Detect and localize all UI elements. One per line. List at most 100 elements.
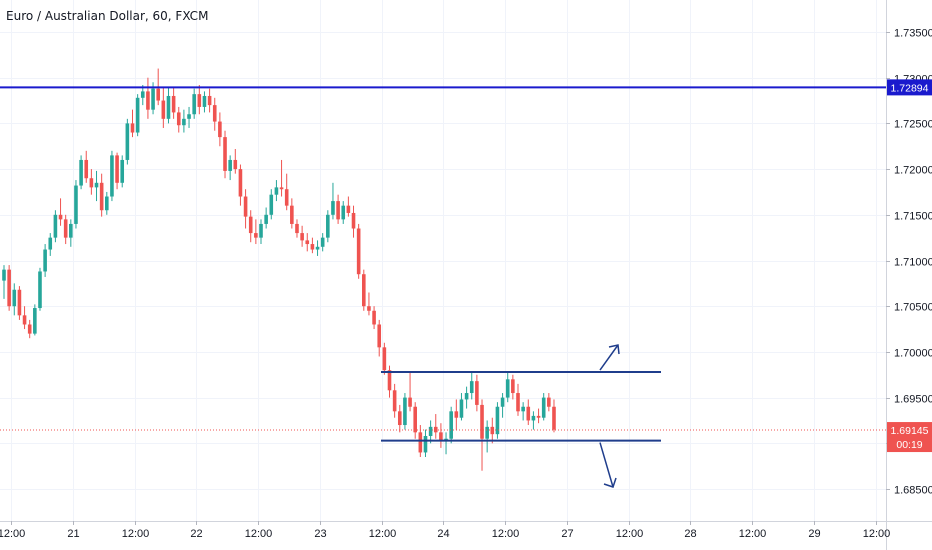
candle-body	[387, 370, 392, 391]
candle-body	[218, 121, 222, 138]
time-axis[interactable]: 12:00 21 12:00 22 12:00 23 12:00 24 12:00 27 12:00…	[0, 521, 890, 540]
candle-body	[89, 178, 94, 188]
candle-body	[336, 201, 340, 220]
candle-body	[526, 406, 531, 421]
candle-body	[238, 169, 243, 197]
candle-body	[469, 381, 474, 394]
candle-body	[135, 97, 140, 133]
candle-body	[290, 205, 294, 224]
candle-body	[382, 347, 387, 371]
y-tick-label: 1.72500	[894, 119, 932, 131]
candle-body	[146, 91, 150, 110]
candle-body	[351, 212, 356, 229]
x-tick-label: 12:00	[863, 528, 891, 540]
candle-body	[459, 399, 464, 418]
candle-body	[516, 393, 520, 412]
x-tick-label: 12:00	[122, 528, 150, 540]
candle-body	[48, 237, 53, 250]
candle-body	[94, 182, 99, 188]
y-tick-label: 1.70000	[894, 348, 932, 360]
candle-body	[367, 306, 371, 311]
y-tick-label: 1.71000	[894, 257, 932, 269]
candle-body	[187, 114, 191, 119]
x-tick-label: 12:00	[369, 528, 397, 540]
candle-body	[295, 223, 299, 234]
x-tick-label: 12:00	[245, 528, 273, 540]
candle-body	[228, 159, 232, 171]
breakout-down-arrowhead	[603, 477, 617, 488]
candle-body	[552, 406, 556, 430]
candle-body	[521, 406, 525, 412]
breakout-up-arrow	[599, 344, 619, 371]
candle-body	[423, 435, 428, 453]
candle-body	[346, 205, 351, 213]
candle-body	[331, 201, 335, 215]
candle-body	[171, 95, 176, 113]
candle-body	[7, 269, 11, 307]
candle-body	[27, 324, 32, 334]
candle-body	[511, 379, 515, 394]
candle-body	[207, 95, 212, 106]
candle-body	[536, 415, 541, 418]
y-tick-label: 1.68500	[894, 485, 932, 497]
candle-body	[310, 244, 315, 250]
candle-body	[12, 289, 17, 307]
candle-body	[505, 379, 510, 398]
candle-body	[485, 426, 489, 439]
candle-body	[166, 95, 171, 119]
candle-body	[464, 393, 469, 400]
candle-body	[156, 88, 160, 101]
candle-body	[377, 324, 382, 348]
candle-body	[449, 411, 453, 439]
candle-body	[264, 214, 268, 224]
last-price-label: 1.69145	[891, 425, 929, 437]
candle-body	[69, 223, 73, 238]
candle-body	[254, 233, 258, 238]
candle-body	[408, 397, 412, 407]
candle-body	[454, 411, 459, 418]
candle-body	[161, 100, 166, 119]
last-price-tag	[887, 422, 932, 453]
candle-body	[212, 105, 217, 122]
candle-body	[248, 216, 253, 234]
candle-body	[84, 159, 89, 179]
candle-body	[531, 415, 536, 421]
candle-body	[223, 137, 227, 171]
candle-body	[418, 432, 423, 453]
countdown-label: 00:19	[896, 439, 922, 451]
candle-body	[397, 411, 402, 426]
breakout-down-arrow	[599, 442, 614, 488]
y-tick-label: 1.72000	[894, 165, 932, 177]
candle-body	[63, 219, 68, 238]
candle-body	[403, 397, 407, 426]
candle-body	[475, 381, 479, 405]
x-tick-label: 28	[684, 528, 696, 540]
candle-body	[439, 432, 443, 442]
resistance-price-tag	[887, 79, 932, 96]
candle-body	[315, 246, 320, 250]
x-tick-label: 12:00	[739, 528, 767, 540]
candle-body	[500, 397, 505, 407]
chart-title: Euro / Australian Dollar, 60, FXCM	[6, 9, 209, 23]
candle-body	[480, 404, 484, 439]
candle-body	[269, 194, 274, 215]
x-tick-label: 21	[67, 528, 79, 540]
candle-body	[99, 182, 104, 211]
x-tick-label: 29	[808, 528, 820, 540]
candle-body	[320, 237, 325, 247]
candle-body	[326, 214, 330, 238]
candle-body	[58, 214, 63, 220]
candle-body	[362, 274, 366, 307]
candle-body	[202, 95, 207, 107]
candle-body	[305, 240, 310, 245]
candle-body	[125, 123, 130, 160]
candle-body	[79, 159, 83, 186]
price-tags: 1.72894 1.69145 00:19	[887, 79, 932, 453]
candle-body	[33, 308, 37, 334]
breakout-up-arrowhead	[608, 344, 620, 355]
chart-grid	[0, 0, 886, 521]
candle-body	[356, 228, 361, 275]
candle-body	[22, 315, 27, 325]
x-tick-label: 24	[437, 528, 449, 540]
